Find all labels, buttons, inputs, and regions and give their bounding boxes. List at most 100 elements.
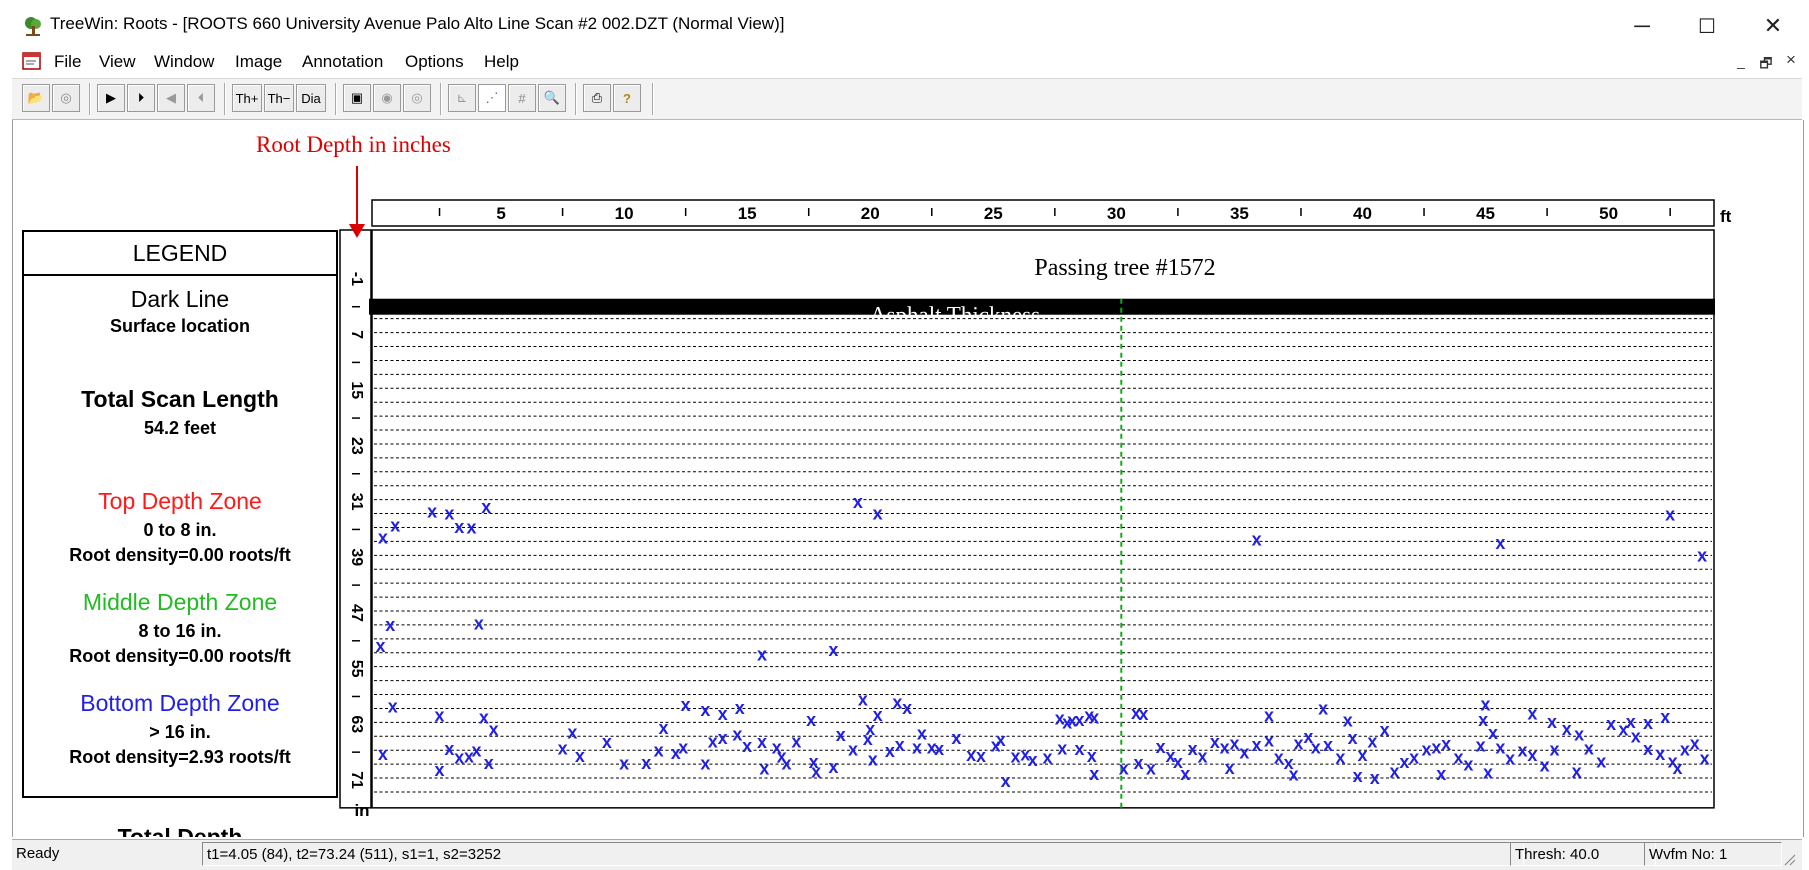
root-marker: x [1323,735,1333,755]
root-marker: x [1180,764,1190,784]
root-marker: x [1028,750,1038,770]
grid-icon[interactable]: # [508,84,536,112]
root-marker: x [782,754,792,774]
root-marker: x [602,732,612,752]
root-marker: x [836,725,846,745]
y-tick-label: 31 [348,493,365,511]
root-marker: x [848,740,858,760]
print-icon[interactable]: ⎙ [583,84,611,112]
menu-view[interactable]: View [99,52,136,71]
step-back-icon[interactable]: ⏴ [187,84,215,112]
root-marker: x [1549,740,1559,760]
open-icon[interactable]: 📂 [22,84,50,112]
root-marker: x [444,504,454,524]
root-marker: x [1436,764,1446,784]
help-icon[interactable]: ? [613,84,641,112]
y-tick-label: 15 [348,381,365,399]
th-plus-button[interactable]: Th+ [232,84,262,112]
root-marker: x [777,747,787,767]
root-marker: x [1668,752,1678,772]
root-marker: x [895,735,905,755]
y-tick-label: 63 [348,715,365,733]
x-tick-label: 25 [984,204,1003,223]
zoom-icon[interactable]: 🔍 [538,84,566,112]
status-thresh: Thresh: 40.0 [1510,842,1656,866]
root-marker: x [1370,768,1380,788]
root-marker: x [1700,749,1710,769]
mdi-restore-button[interactable]: 🗗 [1759,55,1773,71]
root-marker: x [718,728,728,748]
root-marker: x [1274,747,1284,767]
scatter-icon[interactable]: ⋰ [478,84,506,112]
root-depth-annotation: Root Depth in inches [256,132,451,157]
root-marker: x [1220,738,1230,758]
root-marker: x [1074,710,1084,730]
root-marker: x [567,722,577,742]
menu-file[interactable]: File [54,52,82,71]
root-marker: x [1673,758,1683,778]
menu-window[interactable]: Window [154,52,215,71]
y-tick-label: 39 [348,548,365,566]
mdi-close-button[interactable]: × [1786,50,1796,69]
menu-image[interactable]: Image [235,52,283,71]
menu-options[interactable]: Options [405,52,464,71]
chart-icon[interactable]: ⊾ [448,84,476,112]
root-marker: x [558,738,568,758]
resize-grip-icon[interactable] [1782,852,1796,866]
root-marker: x [641,753,651,773]
close-button[interactable]: ✕ [1763,13,1783,38]
display-icon[interactable]: ▣ [343,84,371,112]
root-marker: x [828,640,838,660]
th-minus-button[interactable]: Th− [264,84,294,112]
root-marker: x [1067,710,1077,730]
document-icon[interactable] [22,51,42,71]
root-marker: x [1210,732,1220,752]
root-marker: x [1572,761,1582,781]
root-marker: x [853,492,863,512]
dark-line-text: Surface location [109,316,251,336]
root-marker: x [681,695,691,715]
root-marker: x [444,739,454,759]
root-marker: x [858,690,868,710]
root-marker: x [575,746,585,766]
root-marker: x [828,757,838,777]
root-marker: x [996,730,1006,750]
menu-annotation[interactable]: Annotation [302,52,384,71]
x-axis-unit-label: ft [1720,207,1732,226]
root-marker: x [1353,766,1363,786]
plot-frame [371,229,1715,809]
root-marker: x [1409,747,1419,767]
root-marker: x [671,743,681,763]
play-forward-icon[interactable]: ▶ [97,84,125,112]
root-marker: x [991,736,1001,756]
root-marker: x [1527,745,1537,765]
root-marker: x [718,704,728,724]
root-marker: x [1655,744,1665,764]
x-tick-label: 50 [1599,204,1618,223]
menu-help[interactable]: Help [484,52,519,71]
globe-icon[interactable]: ◎ [52,84,80,112]
disc-icon[interactable]: ◉ [373,84,401,112]
root-marker: x [976,746,986,766]
root-marker: x [435,706,445,726]
root-marker: x [1540,756,1550,776]
root-marker: x [885,741,895,761]
root-marker: x [467,518,477,538]
dia-button[interactable]: Dia [296,84,326,112]
play-back-icon[interactable]: ◀ [157,84,185,112]
root-marker: x [1643,739,1653,759]
root-marker: x [1431,738,1441,758]
root-marker: x [1284,753,1294,773]
maximize-button[interactable]: ☐ [1698,15,1716,38]
minimize-button[interactable]: ─ [1634,13,1650,38]
root-marker: x [1463,754,1473,774]
mdi-minimize-button[interactable]: _ [1737,53,1745,69]
root-marker: x [454,747,464,767]
root-marker: x [757,732,767,752]
root-marker: x [927,738,937,758]
surface-dark-line [369,298,1715,315]
root-marker: x [1527,703,1537,723]
ring-icon[interactable]: ◎ [403,84,431,112]
step-forward-icon[interactable]: ⏵ [127,84,155,112]
bottom-zone-range: > 16 in. [149,722,211,742]
